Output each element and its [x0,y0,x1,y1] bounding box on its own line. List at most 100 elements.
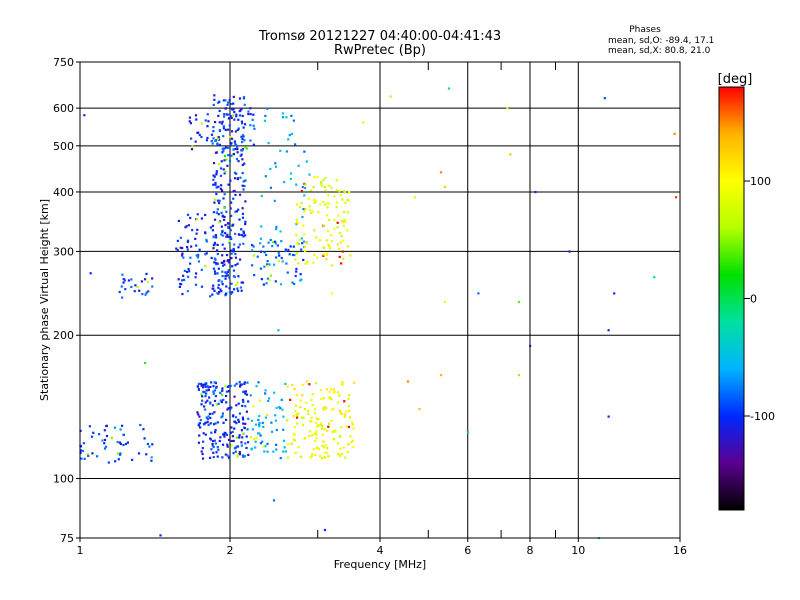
data-point [138,289,141,292]
data-point [95,455,99,458]
data-point [244,390,248,393]
data-point [305,380,309,383]
data-point [330,234,333,237]
data-point [215,451,218,454]
data-point [346,198,349,202]
data-point [230,439,233,443]
data-point [212,174,215,177]
x-tick-label: 4 [377,544,384,557]
data-point [200,217,203,220]
data-point [234,193,237,197]
data-point [406,380,410,383]
data-point [202,432,205,435]
data-point [233,243,236,246]
data-point [240,441,243,444]
data-point [223,435,226,438]
data-point [185,270,189,274]
data-point [653,276,656,279]
data-point [344,201,347,204]
data-point [145,453,148,456]
data-point [315,236,318,239]
data-point [244,392,247,395]
data-point [509,153,512,156]
data-point [226,454,229,457]
data-point [294,404,298,407]
data-point [225,235,228,238]
data-point [222,125,225,128]
data-point [310,211,313,215]
data-point [183,269,186,273]
data-point [348,416,352,419]
data-point [79,429,82,432]
data-point [194,237,197,241]
data-point [271,240,275,244]
data-point [218,143,221,146]
data-point [252,245,255,248]
data-point [211,293,214,296]
data-point [318,455,322,458]
data-point [222,197,225,200]
data-point [211,229,214,232]
data-point [607,415,610,418]
data-point [263,450,266,453]
data-point [351,421,354,424]
data-point [302,416,305,419]
data-point [229,408,232,411]
data-point [204,421,207,424]
data-point [237,118,240,121]
data-point [211,142,214,145]
data-point [227,101,230,104]
data-point [82,442,85,445]
data-point [151,285,154,288]
data-point [613,292,616,295]
data-point [208,456,212,459]
data-point [225,285,228,288]
data-point [325,451,328,455]
data-point [120,285,123,288]
data-point [209,422,212,425]
data-point [213,198,216,201]
data-point [343,211,346,214]
data-point [220,211,223,214]
data-point [101,439,104,442]
data-point [189,256,192,259]
data-point [87,454,90,457]
data-point [218,279,221,282]
data-point [232,288,236,291]
data-point [313,176,316,179]
data-point [330,186,333,190]
data-point [221,264,225,267]
data-point [197,424,201,427]
data-point [217,292,220,295]
data-point [220,189,224,192]
data-point [234,450,237,453]
data-point [230,154,233,157]
data-point [264,416,267,419]
data-point [245,147,249,150]
data-point [326,446,329,450]
data-point [245,435,248,438]
data-point [211,412,214,415]
data-point [199,419,202,422]
data-point [213,399,217,403]
data-point [243,103,246,106]
data-point [282,450,285,453]
data-point [264,392,267,395]
data-point [330,419,333,423]
data-point [150,459,153,462]
data-point [242,95,246,99]
data-point [466,431,469,434]
data-point [234,142,237,145]
data-point [285,262,288,265]
data-point [247,400,250,403]
data-point [322,253,325,256]
data-point [229,229,232,232]
data-point [244,200,247,203]
data-point [212,130,215,133]
data-point [324,203,327,206]
data-point [256,432,260,435]
data-point [214,422,217,425]
data-point [534,190,537,194]
data-point [196,256,199,259]
data-point [258,425,261,428]
